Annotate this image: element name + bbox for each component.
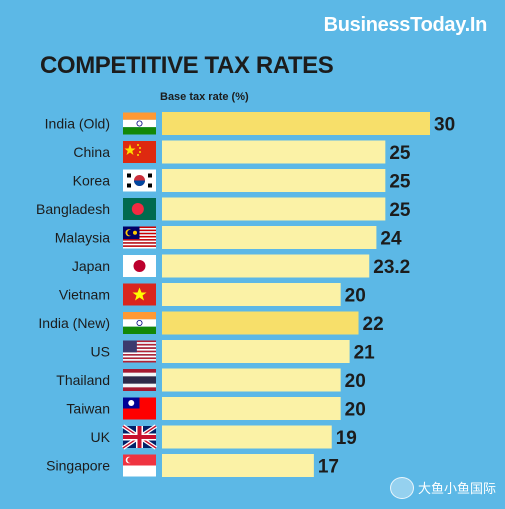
bar: [162, 368, 341, 392]
malaysia-flag-icon: [123, 226, 156, 249]
data-label: 25: [389, 143, 411, 164]
watermark-text: 大鱼小鱼国际: [418, 482, 497, 497]
category-label: China: [73, 144, 110, 160]
bar: [162, 340, 350, 363]
bar: [162, 169, 386, 192]
chart-title: COMPETITIVE TAX RATES: [40, 52, 334, 79]
bar: [162, 112, 430, 135]
watermark: 大鱼小鱼国际: [390, 476, 500, 499]
bar: [162, 311, 359, 335]
japan-flag-icon: [123, 255, 156, 277]
category-label: India (New): [38, 315, 110, 331]
wechat-icon: [390, 477, 414, 499]
bar: [162, 425, 332, 449]
bar: [162, 283, 341, 306]
thailand-flag-icon: [123, 369, 156, 391]
category-label: Taiwan: [66, 401, 110, 417]
data-label: 23.2: [373, 257, 410, 278]
bangladesh-flag-icon: [123, 198, 156, 220]
bar: [162, 454, 314, 477]
category-label: Japan: [72, 258, 110, 274]
bar: [162, 397, 341, 420]
bar: [162, 197, 386, 221]
data-label: 25: [389, 172, 411, 193]
data-label: 20: [345, 286, 366, 307]
chart-subtitle: Base tax rate (%): [160, 91, 249, 103]
category-label: India (Old): [45, 116, 110, 132]
bar: [162, 140, 386, 164]
brand-logo: BusinessToday.In: [323, 14, 488, 36]
india-flag-icon: [123, 112, 156, 135]
data-label: 21: [354, 343, 376, 364]
bar: [162, 254, 370, 278]
data-label: 19: [336, 428, 357, 449]
taiwan-flag-icon: [123, 397, 156, 420]
category-label: Bangladesh: [36, 201, 110, 217]
data-label: 24: [380, 229, 402, 250]
category-label: US: [91, 344, 110, 360]
data-label: 20: [345, 371, 366, 392]
data-label: 17: [318, 457, 339, 478]
category-label: Korea: [73, 173, 111, 189]
bar: [162, 226, 377, 249]
data-label: 22: [363, 314, 384, 335]
singapore-flag-icon: [123, 454, 156, 477]
china-flag-icon: [123, 141, 156, 163]
data-label: 20: [345, 400, 366, 421]
data-label: 30: [434, 115, 455, 136]
india-flag-icon: [123, 312, 156, 334]
category-label: Malaysia: [55, 230, 110, 246]
category-label: UK: [91, 429, 111, 445]
category-label: Singapore: [46, 458, 110, 474]
korea-flag-icon: [123, 169, 156, 192]
uk-flag-icon: [121, 424, 158, 450]
us-flag-icon: [123, 340, 156, 363]
data-label: 25: [389, 200, 411, 221]
category-label: Thailand: [56, 372, 110, 388]
vietnam-flag-icon: [123, 283, 156, 306]
category-label: Vietnam: [59, 287, 110, 303]
